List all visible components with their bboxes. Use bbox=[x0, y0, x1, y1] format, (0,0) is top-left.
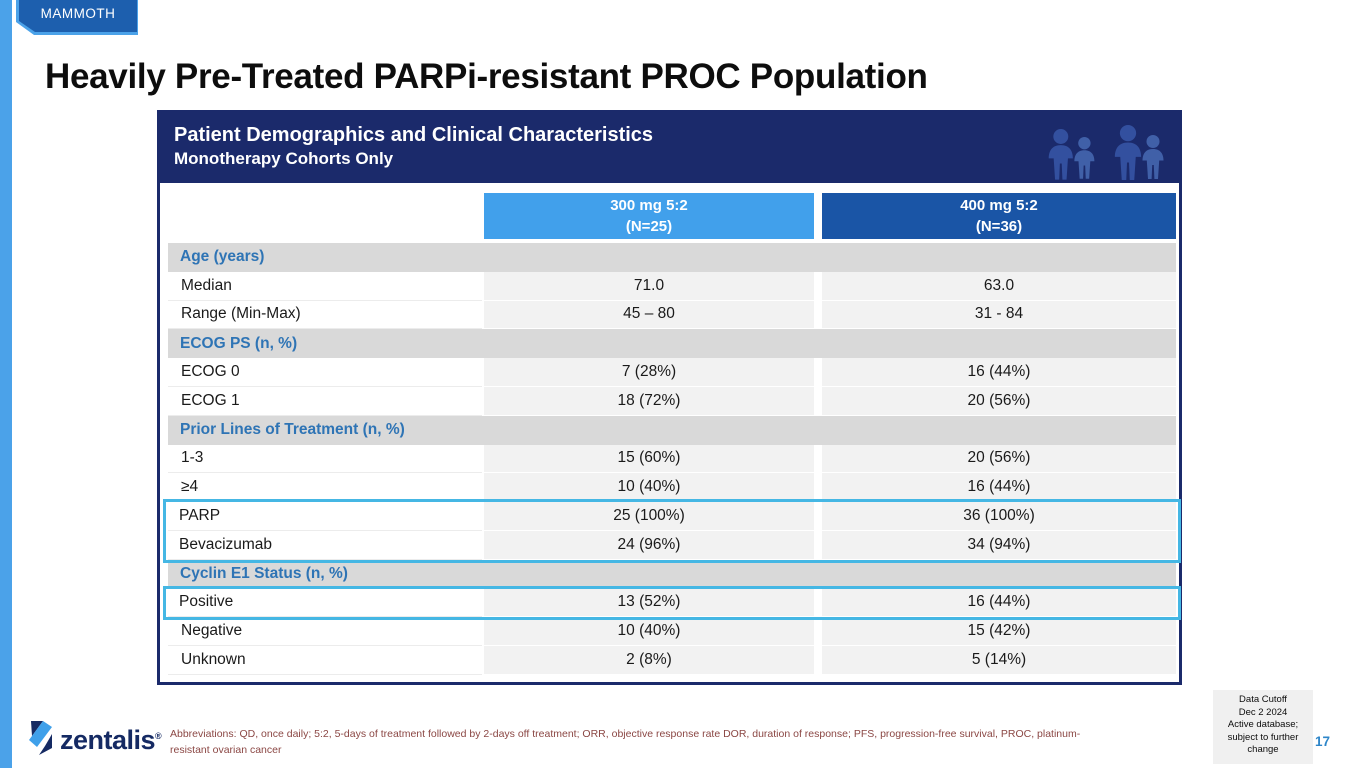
value-cell-400mg: 16 (44%) bbox=[822, 358, 1176, 387]
highlight-box: PARP 25 (100%) 36 (100%) Bevacizumab 24 (96%… bbox=[163, 499, 1181, 563]
value-cell-400mg: 16 (44%) bbox=[822, 473, 1176, 503]
table-data-row: PARP 25 (100%) 36 (100%) bbox=[168, 502, 1178, 531]
table-header: Patient Demographics and Clinical Charac… bbox=[160, 113, 1179, 183]
row-label: 1-3 bbox=[168, 444, 482, 474]
table-data-row: 1-3 15 (60%) 20 (56%) bbox=[168, 444, 1176, 474]
row-label: PARP bbox=[168, 502, 482, 531]
table-header-subtitle: Monotherapy Cohorts Only bbox=[174, 149, 394, 168]
value-cell-400mg: 34 (94%) bbox=[822, 530, 1176, 560]
zentalis-logo-icon bbox=[28, 720, 53, 760]
value-cell-400mg: 63.0 bbox=[822, 271, 1176, 301]
value-cell-300mg: 13 (52%) bbox=[484, 588, 814, 618]
column-header-400mg-n: (N=36) bbox=[975, 218, 1023, 235]
zentalis-logo: zentalis® bbox=[28, 720, 162, 760]
table-data-row: Unknown 2 (8%) 5 (14%) bbox=[168, 646, 1176, 675]
value-cell-400mg: 20 (56%) bbox=[822, 444, 1176, 474]
table-data-row: Median 71.0 63.0 bbox=[168, 271, 1176, 301]
value-cell-400mg: 5 (14%) bbox=[822, 646, 1176, 675]
table-section-row: ECOG PS (n, %) bbox=[168, 329, 1176, 359]
zentalis-logo-text: zentalis® bbox=[60, 724, 162, 755]
value-cell-400mg: 36 (100%) bbox=[822, 502, 1176, 531]
row-label: Negative bbox=[168, 617, 482, 647]
mammoth-badge-label: MAMMOTH bbox=[40, 6, 116, 21]
row-label: Bevacizumab bbox=[168, 530, 482, 560]
table-data-row: Positive 13 (52%) 16 (44%) bbox=[168, 588, 1178, 618]
page-title: Heavily Pre-Treated PARPi-resistant PROC… bbox=[45, 57, 928, 97]
section-label: ECOG PS (n, %) bbox=[180, 334, 298, 352]
table-header-title: Patient Demographics and Clinical Charac… bbox=[174, 124, 654, 146]
value-cell-400mg: 31 - 84 bbox=[822, 300, 1176, 330]
value-cell-300mg: 10 (40%) bbox=[484, 473, 814, 503]
row-label: ECOG 0 bbox=[168, 358, 482, 387]
table-data-row: ECOG 1 18 (72%) 20 (56%) bbox=[168, 386, 1176, 416]
column-header-300mg-dose: 300 mg 5:2 bbox=[610, 197, 688, 214]
section-label: Age (years) bbox=[180, 248, 265, 266]
row-label: ≥4 bbox=[168, 473, 482, 503]
value-cell-300mg: 71.0 bbox=[484, 271, 814, 301]
table-section-row: Prior Lines of Treatment (n, %) bbox=[168, 415, 1176, 445]
column-header-400mg: 400 mg 5:2 (N=36) bbox=[822, 193, 1176, 239]
table-data-row: Negative 10 (40%) 15 (42%) bbox=[168, 617, 1176, 647]
section-label: Prior Lines of Treatment (n, %) bbox=[180, 421, 405, 439]
value-cell-400mg: 20 (56%) bbox=[822, 386, 1176, 416]
table-section-row: Cyclin E1 Status (n, %) bbox=[168, 559, 1176, 589]
row-label: Median bbox=[168, 271, 482, 301]
value-cell-300mg: 7 (28%) bbox=[484, 358, 814, 387]
column-header-300mg: 300 mg 5:2 (N=25) bbox=[484, 193, 814, 239]
registered-mark: ® bbox=[155, 730, 162, 741]
table-rows: Age (years) Median 71.0 63.0 Range (Min-Max)… bbox=[163, 243, 1181, 675]
section-label: Cyclin E1 Status (n, %) bbox=[180, 565, 348, 583]
value-cell-300mg: 15 (60%) bbox=[484, 444, 814, 474]
demographics-table: Patient Demographics and Clinical Charac… bbox=[157, 110, 1182, 685]
table-data-row: Range (Min-Max) 45 – 80 31 - 84 bbox=[168, 300, 1176, 330]
page-number: 17 bbox=[1315, 734, 1331, 749]
value-cell-400mg: 15 (42%) bbox=[822, 617, 1176, 647]
abbreviations-footnote: Abbreviations: QD, once daily; 5:2, 5-da… bbox=[170, 728, 1081, 756]
column-header-300mg-n: (N=25) bbox=[625, 218, 673, 235]
row-label: Range (Min-Max) bbox=[168, 300, 482, 330]
row-label: Unknown bbox=[168, 646, 482, 675]
people-silhouettes-icon bbox=[1045, 115, 1175, 183]
table-data-row: ≥4 10 (40%) 16 (44%) bbox=[168, 473, 1176, 503]
value-cell-300mg: 24 (96%) bbox=[484, 530, 814, 560]
value-cell-300mg: 10 (40%) bbox=[484, 617, 814, 647]
column-header-400mg-dose: 400 mg 5:2 bbox=[960, 197, 1038, 214]
table-section-row: Age (years) bbox=[168, 243, 1176, 272]
column-headers: 300 mg 5:2 (N=25) 400 mg 5:2 (N=36) bbox=[168, 193, 1176, 239]
highlight-box: Positive 13 (52%) 16 (44%) bbox=[163, 585, 1181, 621]
row-label: Positive bbox=[168, 588, 482, 618]
value-cell-300mg: 18 (72%) bbox=[484, 386, 814, 416]
data-cutoff-note: Data Cutoff Dec 2 2024 Active database; … bbox=[1213, 690, 1313, 764]
mammoth-badge: MAMMOTH bbox=[19, 0, 137, 32]
left-accent-bar bbox=[0, 0, 12, 768]
value-cell-400mg: 16 (44%) bbox=[822, 588, 1176, 618]
value-cell-300mg: 45 – 80 bbox=[484, 300, 814, 330]
row-label: ECOG 1 bbox=[168, 386, 482, 416]
value-cell-300mg: 2 (8%) bbox=[484, 646, 814, 675]
value-cell-300mg: 25 (100%) bbox=[484, 502, 814, 531]
table-data-row: Bevacizumab 24 (96%) 34 (94%) bbox=[168, 530, 1178, 560]
